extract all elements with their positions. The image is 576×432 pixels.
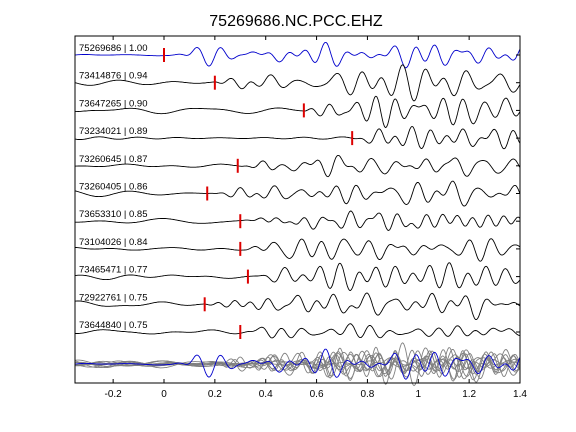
trace-8 [74, 262, 521, 291]
trace-label: 73647265 | 0.90 [79, 98, 148, 109]
trace-3 [74, 125, 521, 150]
trace-10 [75, 323, 521, 339]
trace-label: 73644840 | 0.75 [79, 320, 148, 331]
x-tick-label: 0 [161, 389, 167, 400]
overlay-stack [74, 342, 521, 387]
trace-label: 72922761 | 0.75 [79, 292, 148, 303]
trace-5 [74, 180, 521, 207]
x-tick-label: -0.2 [105, 389, 123, 400]
x-tick-label: 0.4 [259, 389, 273, 400]
trace-0 [74, 41, 521, 69]
traces-layer: 75269686 | 1.00 73414876 | 0.94 73647265 |… [74, 41, 521, 339]
x-tick-label: 0.8 [360, 389, 374, 400]
trace-4 [74, 154, 521, 178]
trace-1 [74, 64, 521, 102]
chart-title: 75269686.NC.PCC.EHZ [209, 13, 383, 30]
trace-label: 73465471 | 0.77 [79, 265, 148, 276]
trace-6 [75, 210, 521, 231]
trace-label: 75269686 | 1.00 [79, 43, 148, 54]
trace-label: 73414876 | 0.94 [79, 71, 148, 82]
trace-label: 73260405 | 0.86 [79, 182, 148, 193]
plot-frame [74, 35, 521, 384]
trace-label: 73104026 | 0.84 [79, 237, 148, 248]
x-tick-label: 1.2 [462, 389, 476, 400]
trace-label: 73653310 | 0.85 [79, 209, 148, 220]
x-tick-label: 0.6 [310, 389, 324, 400]
x-tick-label: 1 [416, 389, 422, 400]
trace-label: 73260645 | 0.87 [79, 154, 148, 165]
x-tick-label: 1.4 [513, 389, 527, 400]
trace-9 [74, 292, 521, 321]
x-tick-label: 0.2 [208, 389, 222, 400]
trace-7 [75, 238, 521, 262]
trace-2 [75, 95, 521, 129]
stack-reference [74, 348, 521, 380]
stack-trace-10 [74, 353, 521, 372]
x-axis: -0.2 0 0.2 0.4 0.6 0.8 1 1.2 1.4 [105, 36, 527, 400]
trace-label: 73234021 | 0.89 [79, 126, 148, 137]
